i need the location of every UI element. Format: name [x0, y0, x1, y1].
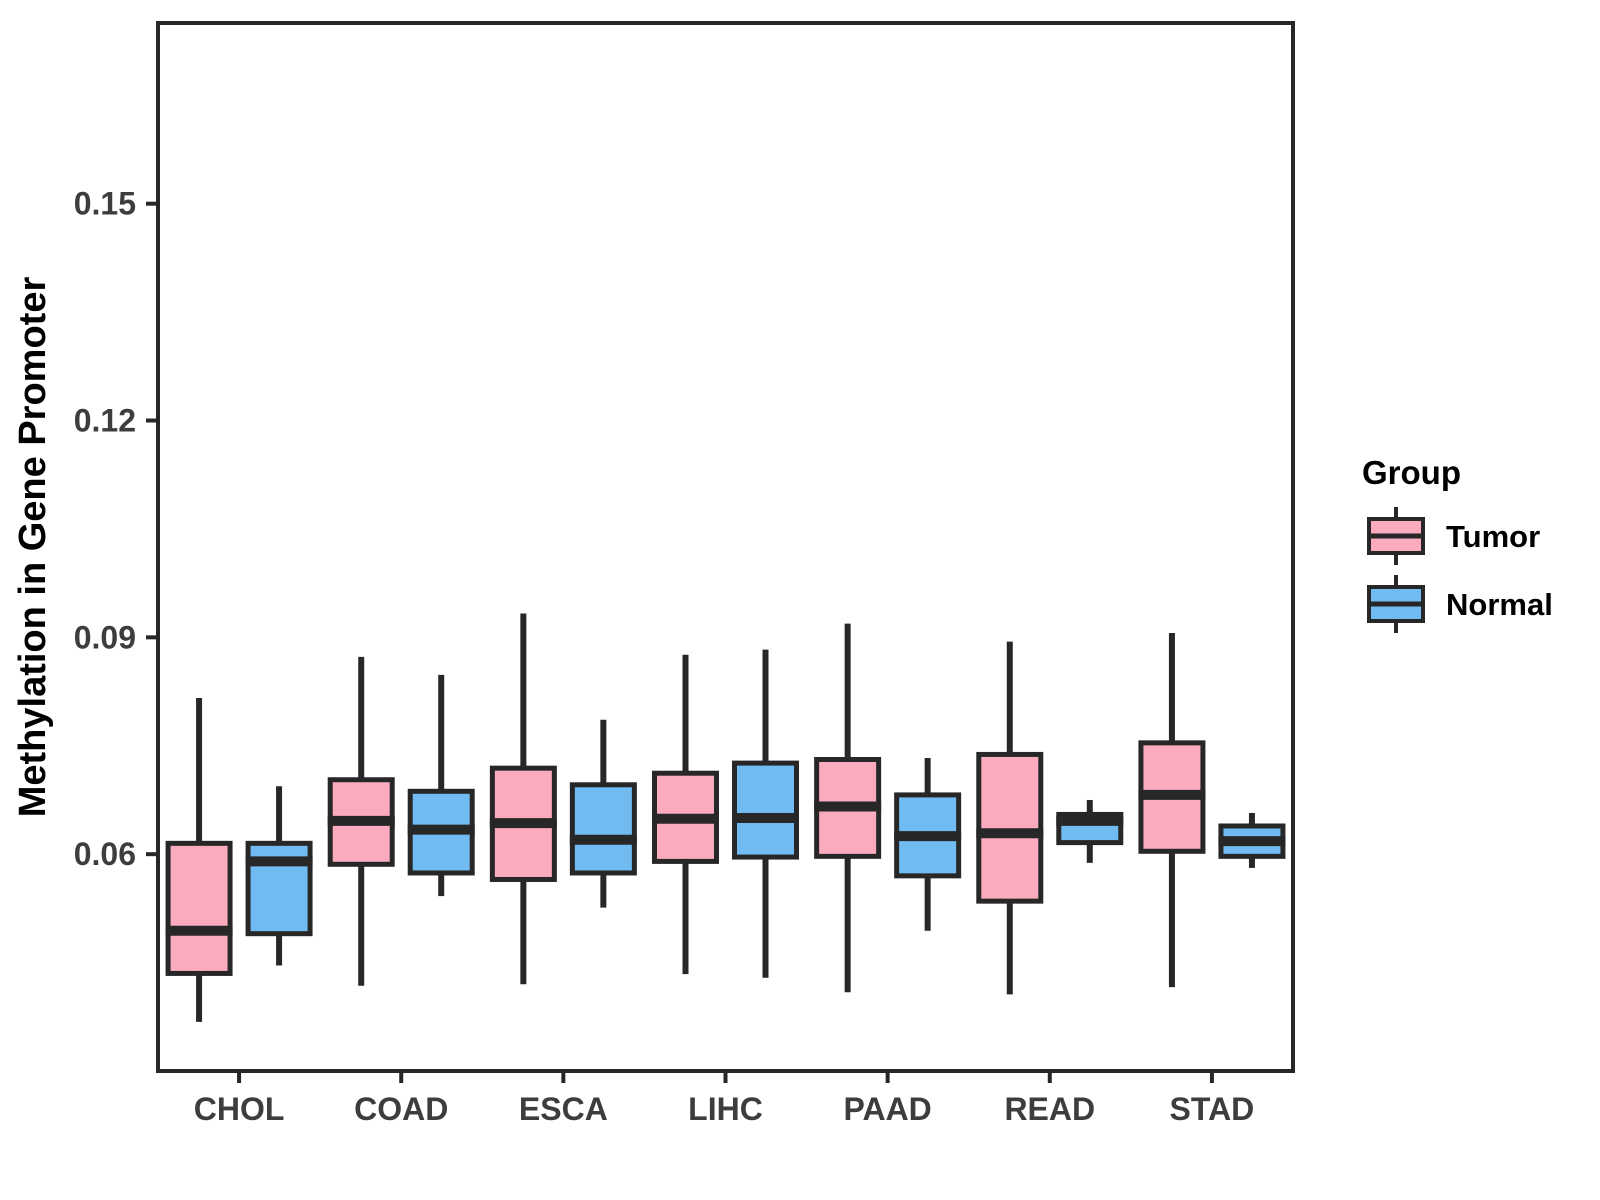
y-axis: 0.06 0.09 0.12 0.15 Methylation in Gene Prom… [12, 186, 158, 872]
box-chol-tumor [165, 698, 233, 1022]
box-coad-tumor [327, 656, 395, 986]
box-read-normal [1056, 799, 1124, 863]
iqr-box [732, 760, 799, 860]
legend-label: Normal [1446, 587, 1553, 622]
box-stad-normal [1218, 812, 1286, 868]
y-axis-tick-label: 0.12 [74, 403, 136, 439]
y-axis-tick-label: 0.15 [74, 186, 136, 222]
iqr-box [976, 751, 1044, 904]
y-axis-title: Methylation in Gene Promoter [12, 277, 54, 818]
x-axis-tick-label-lihc: LIHC [688, 1091, 763, 1127]
x-axis-tick-label-chol: CHOL [194, 1091, 285, 1127]
box-paad-tumor [814, 623, 882, 993]
box-coad-normal [407, 674, 475, 897]
box-esca-tumor [489, 613, 557, 985]
x-axis-tick-label-paad: PAAD [843, 1091, 931, 1127]
x-axis-tick-label-stad: STAD [1170, 1091, 1255, 1127]
x-axis: CHOL COAD ESCA LIHC PAAD READ STAD [194, 1071, 1255, 1127]
box-stad-tumor [1138, 633, 1206, 988]
series-tumor [165, 613, 1206, 1022]
box-lihc-normal [732, 649, 799, 978]
series-normal [245, 649, 1286, 978]
box-read-tumor [976, 641, 1044, 995]
legend-label: Tumor [1446, 519, 1540, 554]
legend-item-tumor: Tumor [1367, 507, 1540, 565]
box-esca-normal [569, 719, 637, 908]
x-axis-tick-label-coad: COAD [354, 1091, 448, 1127]
legend-item-normal: Normal [1367, 575, 1553, 633]
box-paad-normal [894, 758, 962, 931]
x-axis-tick-label-read: READ [1004, 1091, 1095, 1127]
legend-title: Group [1362, 454, 1461, 491]
iqr-box [569, 782, 637, 876]
box-lihc-tumor [652, 654, 719, 975]
iqr-box [165, 840, 233, 976]
panel-border [156, 21, 1295, 1073]
y-axis-tick-label: 0.06 [74, 836, 136, 872]
box-chol-normal [245, 786, 313, 966]
x-axis-tick-label-esca: ESCA [519, 1091, 608, 1127]
legend: Group Tumor Normal [1362, 454, 1553, 633]
y-axis-tick-label: 0.09 [74, 619, 136, 655]
